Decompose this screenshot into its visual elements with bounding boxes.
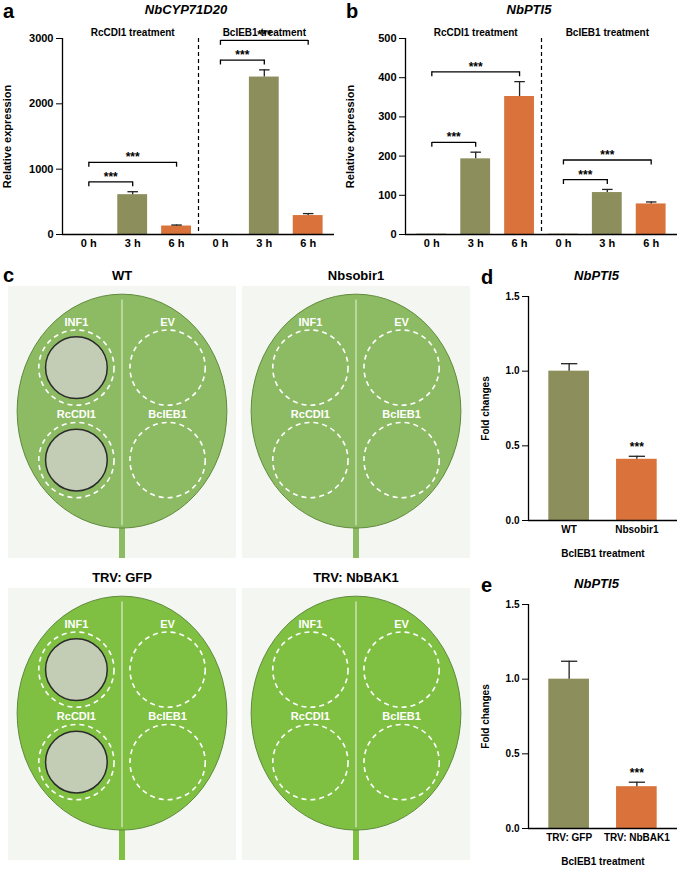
svg-text:Fold changes: Fold changes xyxy=(480,684,491,749)
svg-text:1.5: 1.5 xyxy=(506,599,520,610)
svg-text:INF1: INF1 xyxy=(64,618,88,630)
svg-text:3 h: 3 h xyxy=(599,237,615,249)
svg-text:WT: WT xyxy=(561,524,577,535)
svg-text:EV: EV xyxy=(394,618,409,630)
svg-text:BcIEB1 treatment: BcIEB1 treatment xyxy=(223,27,307,38)
svg-text:0: 0 xyxy=(47,228,53,240)
svg-text:EV: EV xyxy=(160,618,175,630)
svg-text:2000: 2000 xyxy=(29,97,53,109)
svg-text:3 h: 3 h xyxy=(256,237,272,249)
svg-text:***: *** xyxy=(630,440,644,454)
svg-text:6 h: 6 h xyxy=(169,237,185,249)
svg-text:RcCDI1: RcCDI1 xyxy=(57,710,96,722)
svg-text:0: 0 xyxy=(390,228,396,240)
svg-text:RcCDI1: RcCDI1 xyxy=(291,710,330,722)
svg-text:EV: EV xyxy=(160,316,175,328)
svg-text:Nbsobir1: Nbsobir1 xyxy=(615,524,659,535)
svg-text:***: *** xyxy=(600,148,614,162)
html-text:NbPTI5: NbPTI5 xyxy=(574,268,619,283)
svg-text:6 h: 6 h xyxy=(512,237,528,249)
svg-text:BcIEB1 treatment: BcIEB1 treatment xyxy=(561,548,645,559)
svg-text:BcIEB1 treatment: BcIEB1 treatment xyxy=(566,27,650,38)
svg-text:TRV: NbBAK1: TRV: NbBAK1 xyxy=(604,832,670,843)
svg-text:***: *** xyxy=(630,766,644,780)
svg-text:0 h: 0 h xyxy=(81,237,97,249)
svg-text:3000: 3000 xyxy=(29,32,53,44)
svg-text:***: *** xyxy=(447,130,461,144)
svg-text:100: 100 xyxy=(378,189,396,201)
html-text:a: a xyxy=(3,0,15,22)
svg-text:1.0: 1.0 xyxy=(506,673,520,684)
html-text:b: b xyxy=(346,0,359,22)
svg-text:0.0: 0.0 xyxy=(506,515,520,526)
svg-text:0.0: 0.0 xyxy=(506,823,520,834)
svg-text:3 h: 3 h xyxy=(468,237,484,249)
html-text:c: c xyxy=(3,264,15,286)
svg-text:***: *** xyxy=(126,150,140,164)
html-text:NbCYP71D20: NbCYP71D20 xyxy=(144,2,228,17)
svg-text:0 h: 0 h xyxy=(424,237,440,249)
svg-text:0 h: 0 h xyxy=(212,237,228,249)
svg-text:Nbsobir1: Nbsobir1 xyxy=(328,268,384,283)
svg-text:TRV: GFP: TRV: GFP xyxy=(92,570,152,585)
svg-text:EV: EV xyxy=(394,316,409,328)
svg-text:BcIEB1 treatment: BcIEB1 treatment xyxy=(561,856,645,867)
svg-text:200: 200 xyxy=(378,150,396,162)
svg-text:0.5: 0.5 xyxy=(506,440,520,451)
svg-text:BcIEB1: BcIEB1 xyxy=(148,408,187,420)
svg-text:INF1: INF1 xyxy=(64,316,88,328)
html-text:d: d xyxy=(481,266,494,288)
svg-text:***: *** xyxy=(235,48,249,62)
svg-text:3 h: 3 h xyxy=(125,237,141,249)
svg-text:6 h: 6 h xyxy=(300,237,316,249)
html-text:NbPTI5: NbPTI5 xyxy=(506,2,552,17)
svg-text:1.0: 1.0 xyxy=(506,365,520,376)
svg-text:400: 400 xyxy=(378,71,396,83)
svg-text:0.5: 0.5 xyxy=(506,748,520,759)
svg-text:6 h: 6 h xyxy=(643,237,659,249)
svg-text:BcIEB1: BcIEB1 xyxy=(382,408,421,420)
svg-text:Relative expression: Relative expression xyxy=(344,85,356,189)
svg-text:RcCDI1: RcCDI1 xyxy=(291,408,330,420)
svg-text:INF1: INF1 xyxy=(298,618,322,630)
svg-text:***: *** xyxy=(469,60,483,74)
svg-text:1.5: 1.5 xyxy=(506,291,520,302)
html-text:NbPTI5: NbPTI5 xyxy=(574,576,619,591)
svg-text:***: *** xyxy=(578,168,592,182)
svg-text:500: 500 xyxy=(378,32,396,44)
svg-text:RcCDI1 treatment: RcCDI1 treatment xyxy=(91,27,176,38)
svg-text:Relative expression: Relative expression xyxy=(1,85,13,189)
svg-text:WT: WT xyxy=(112,268,132,283)
svg-text:300: 300 xyxy=(378,110,396,122)
svg-text:BcIEB1: BcIEB1 xyxy=(148,710,187,722)
svg-text:1000: 1000 xyxy=(29,163,53,175)
svg-text:***: *** xyxy=(104,170,118,184)
svg-text:0 h: 0 h xyxy=(555,237,571,249)
svg-text:TRV: GFP: TRV: GFP xyxy=(546,832,592,843)
html-text:e: e xyxy=(481,574,493,596)
svg-text:TRV: NbBAK1: TRV: NbBAK1 xyxy=(313,570,399,585)
svg-text:INF1: INF1 xyxy=(298,316,322,328)
svg-text:Fold changes: Fold changes xyxy=(480,376,491,441)
svg-text:RcCDI1: RcCDI1 xyxy=(57,408,96,420)
svg-text:BcIEB1: BcIEB1 xyxy=(382,710,421,722)
svg-text:RcCDI1 treatment: RcCDI1 treatment xyxy=(434,27,519,38)
